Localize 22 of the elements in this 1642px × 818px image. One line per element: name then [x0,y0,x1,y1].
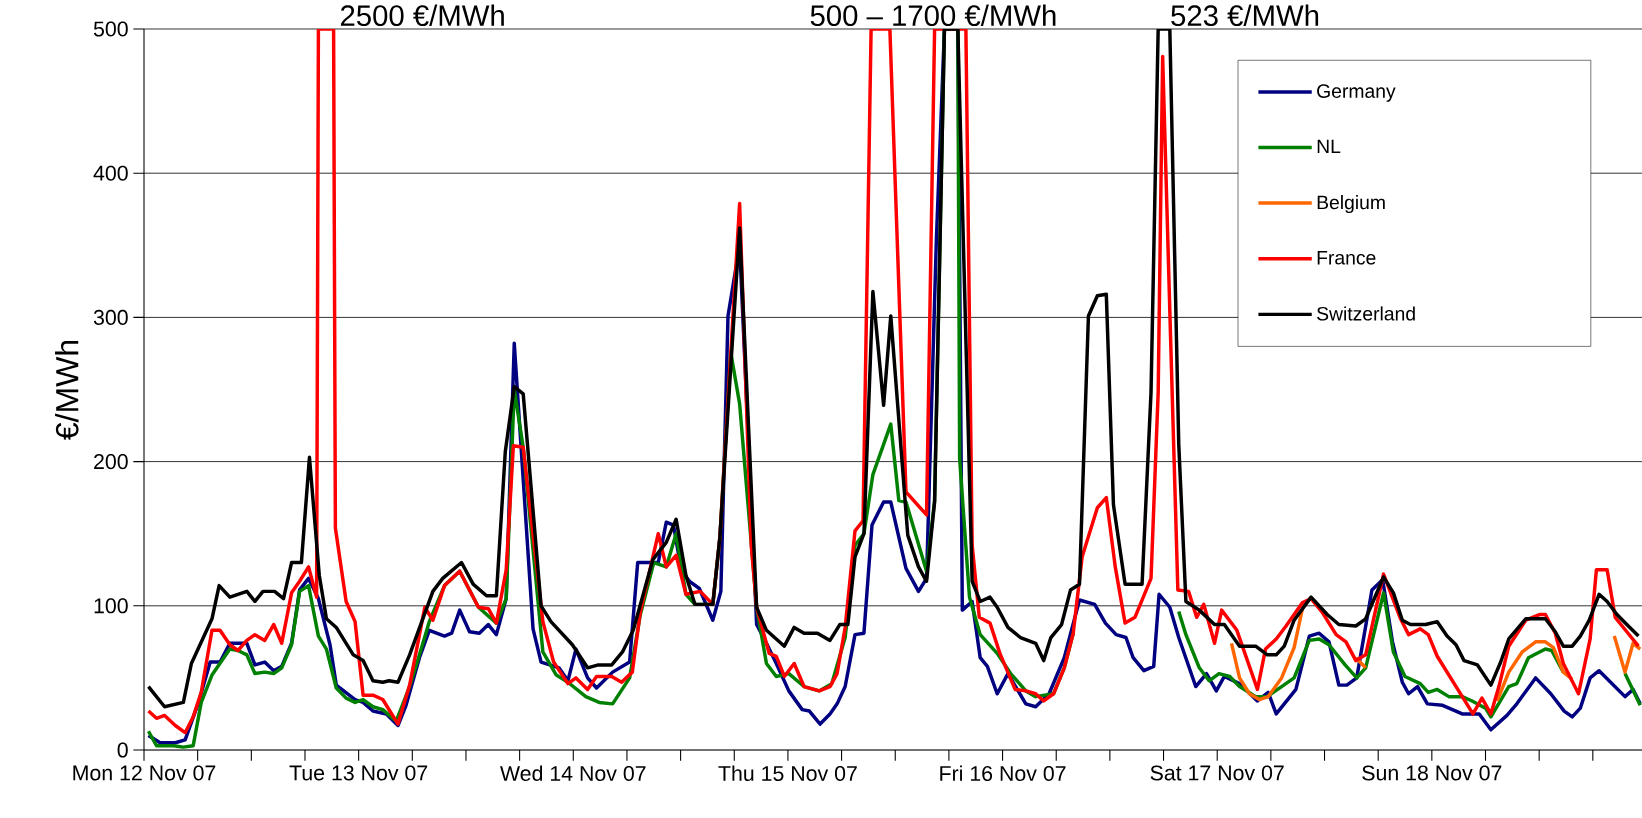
x-tick-label: Tue 13 Nov 07 [289,765,428,781]
y-tick-label: 500 [93,21,128,37]
y-tick-label: 100 [94,598,128,614]
x-tick-label: Mon 12 Nov 07 [73,765,216,781]
legend-label: NL [1317,139,1341,154]
legend-label: Belgium [1317,195,1385,214]
x-tick-label: Fri 16 Nov 07 [940,765,1066,782]
x-tick-label: Sat 17 Nov 07 [1150,765,1284,781]
y-tick-label: 300 [93,309,128,325]
y-tick-label: 400 [93,165,128,181]
legend-label: Germany [1317,84,1396,102]
legend-label: France [1317,251,1376,265]
text: 2500 €/MWh [340,4,504,27]
y-tick-label: 200 [94,454,128,470]
y-axis-title: €/MWh [55,340,79,440]
text: 523 €/MWh [1171,4,1319,27]
x-tick-label: Sun 18 Nov 07 [1362,765,1502,781]
legend-label: Switzerland [1317,306,1415,321]
x-tick-label: Thu 15 Nov 07 [718,765,857,782]
y-tick-label: 0 [117,742,128,758]
text: 500 – 1700 €/MWh [810,4,1056,27]
x-tick-label: Wed 14 Nov 07 [500,765,646,782]
